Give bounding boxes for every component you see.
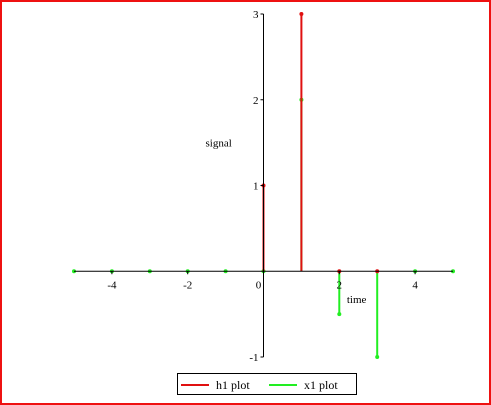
legend-swatch-x1	[269, 384, 297, 386]
legend-swatch-h1	[181, 384, 209, 386]
legend-label-x1: x1 plot	[304, 377, 338, 392]
h1-point	[299, 12, 304, 16]
y-tick-label: -1	[249, 352, 258, 364]
x-tick-label: -4	[107, 279, 117, 291]
x-axis-title: time	[347, 294, 367, 306]
legend-entry-x1: x1 plot	[269, 377, 338, 393]
legend: h1 plot x1 plot	[177, 373, 357, 395]
y-tick-label: 2	[253, 95, 259, 107]
x1-point	[375, 355, 380, 359]
x-tick-label: 4	[412, 279, 418, 291]
legend-entry-h1: h1 plot	[181, 377, 250, 393]
x-tick-label: 2	[337, 279, 343, 291]
y-axis-title: signal	[206, 138, 232, 150]
x-tick-label: -2	[183, 279, 192, 291]
x1-point	[337, 312, 342, 317]
axis-ticks: -4 -2 0 2 4 -1 1 2 3	[107, 9, 418, 364]
y-tick-label: 3	[253, 9, 259, 21]
legend-label-h1: h1 plot	[216, 377, 250, 392]
h1-plot-series	[261, 12, 380, 274]
y-tick-label: 1	[253, 181, 259, 193]
x-tick-label: 0	[256, 279, 262, 291]
